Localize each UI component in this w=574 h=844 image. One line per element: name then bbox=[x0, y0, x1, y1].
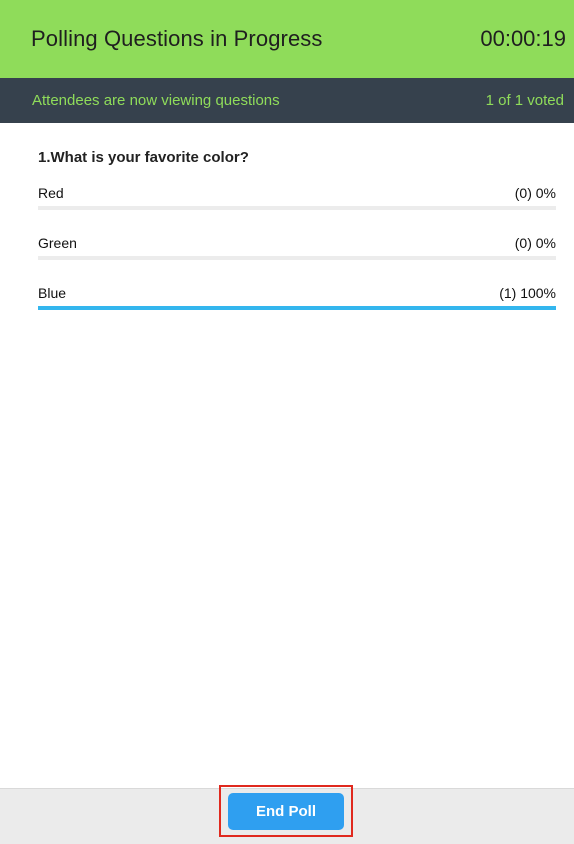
poll-option-green: Green (0) 0% bbox=[38, 231, 556, 260]
status-message: Attendees are now viewing questions bbox=[32, 92, 280, 109]
poll-option-red: Red (0) 0% bbox=[38, 181, 556, 210]
result-bar-track bbox=[38, 256, 556, 260]
option-result: (0) 0% bbox=[514, 235, 556, 251]
option-label: Green bbox=[38, 235, 77, 251]
option-result: (0) 0% bbox=[514, 185, 556, 201]
voted-count: 1 of 1 voted bbox=[485, 92, 564, 109]
result-bar-track bbox=[38, 206, 556, 210]
poll-option-blue: Blue (1) 100% bbox=[38, 281, 556, 310]
poll-timer: 00:00:19 bbox=[480, 26, 566, 51]
end-poll-highlight bbox=[219, 785, 353, 837]
option-label: Red bbox=[38, 185, 64, 201]
poll-content: 1.What is your favorite color? Red (0) 0… bbox=[38, 123, 556, 310]
end-poll-button[interactable]: End Poll bbox=[228, 793, 344, 830]
poll-header: Polling Questions in Progress 00:00:19 bbox=[0, 0, 574, 78]
result-bar-fill bbox=[38, 306, 556, 310]
question-text: 1.What is your favorite color? bbox=[38, 149, 249, 166]
poll-title: Polling Questions in Progress bbox=[31, 26, 323, 51]
status-bar: Attendees are now viewing questions 1 of… bbox=[0, 78, 574, 123]
option-result: (1) 100% bbox=[499, 285, 556, 301]
option-label: Blue bbox=[38, 285, 67, 301]
result-bar-track bbox=[38, 306, 556, 310]
